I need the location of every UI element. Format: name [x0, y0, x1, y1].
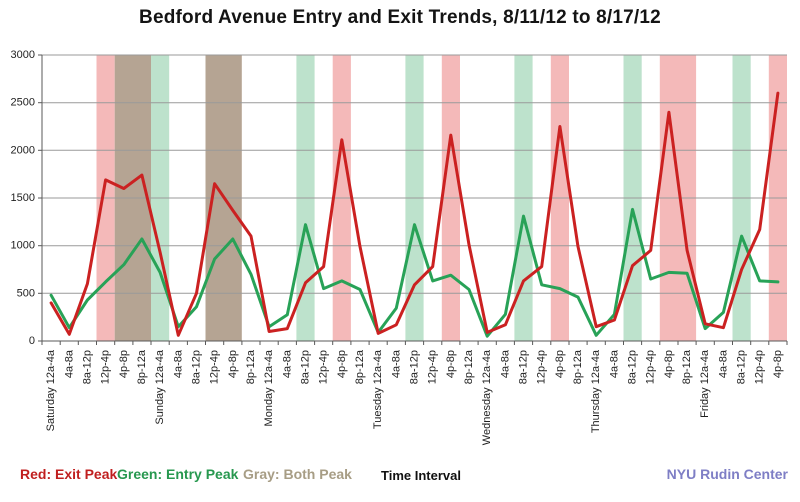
x-tick-label: Monday 12a-4a [263, 349, 275, 426]
credit-text: NYU Rudin Center [666, 466, 788, 482]
x-tick-label: 8p-12a [572, 349, 584, 384]
x-tick-label: 8p-12a [245, 349, 257, 384]
y-tick-label: 3000 [11, 49, 35, 61]
x-tick-label: 4a-8a [499, 349, 511, 378]
y-tick-label: 500 [17, 287, 35, 299]
exit-line [49, 91, 780, 337]
x-tick-label: 12p-4p [100, 350, 112, 384]
x-tick-label: 8p-12a [681, 349, 693, 384]
legend-both-peak: Gray: Both Peak [243, 466, 352, 482]
chart-title: Bedford Avenue Entry and Exit Trends, 8/… [139, 7, 661, 28]
x-tick-label: 4p-8p [118, 350, 130, 378]
x-tick-label: 4a-8a [390, 349, 402, 378]
x-tick-label: 8a-12p [518, 350, 530, 384]
x-tick-label: 4a-8a [717, 349, 729, 378]
y-tick-label: 0 [29, 335, 35, 347]
x-tick-label: Friday 12a-4a [699, 349, 711, 418]
x-axis-title: Time Interval [381, 468, 461, 483]
x-tick-label: 8a-12p [191, 350, 203, 384]
x-tick-label: 4p-8p [227, 350, 239, 378]
x-tick-label: Saturday 12a-4a [45, 349, 57, 431]
legend-entry-peak: Green: Entry Peak [117, 466, 239, 482]
x-tick-label: 4p-8p [336, 350, 348, 378]
x-tick-label: 8a-12p [627, 350, 639, 384]
y-tick-label: 2500 [11, 97, 35, 109]
x-tick-label: Sunday 12a-4a [154, 349, 166, 424]
x-tick-label: 4p-8p [663, 350, 675, 378]
x-tick-label: Tuesday 12a-4a [372, 349, 384, 429]
x-tick-label: 4p-8p [554, 350, 566, 378]
x-tick-label: 4a-8a [608, 349, 620, 378]
x-tick-label: 12p-4p [754, 350, 766, 384]
x-tick-label: 4a-8a [63, 349, 75, 378]
x-tick-label: 4a-8a [281, 349, 293, 378]
x-tick-label: 4p-8p [772, 350, 784, 378]
x-tick-label: 12p-4p [536, 350, 548, 384]
x-tick-label: 4a-8a [172, 349, 184, 378]
x-tick-label: 12p-4p [645, 350, 657, 384]
x-tick-label: 12p-4p [209, 350, 221, 384]
x-tick-label: 8p-12a [354, 349, 366, 384]
x-tick-label: Thursday 12a-4a [590, 349, 602, 433]
x-tick-label: 8p-12a [463, 349, 475, 384]
x-tick-label: 12p-4p [427, 350, 439, 384]
x-tick-label: 8a-12p [300, 350, 312, 384]
x-tick-label: 12p-4p [318, 350, 330, 384]
x-tick-label: 8a-12p [409, 350, 421, 384]
legend-exit-peak: Red: Exit Peak [20, 466, 118, 482]
x-tick-label: 4p-8p [445, 350, 457, 378]
x-tick-label: 8p-12a [136, 349, 148, 384]
y-tick-label: 1500 [11, 192, 35, 204]
x-tick-label: 8a-12p [736, 350, 748, 384]
x-tick-label: 8a-12p [81, 350, 93, 384]
y-tick-label: 2000 [11, 144, 35, 156]
y-tick-label: 1000 [11, 240, 35, 252]
x-tick-label: Wednesday 12a-4a [481, 349, 493, 445]
